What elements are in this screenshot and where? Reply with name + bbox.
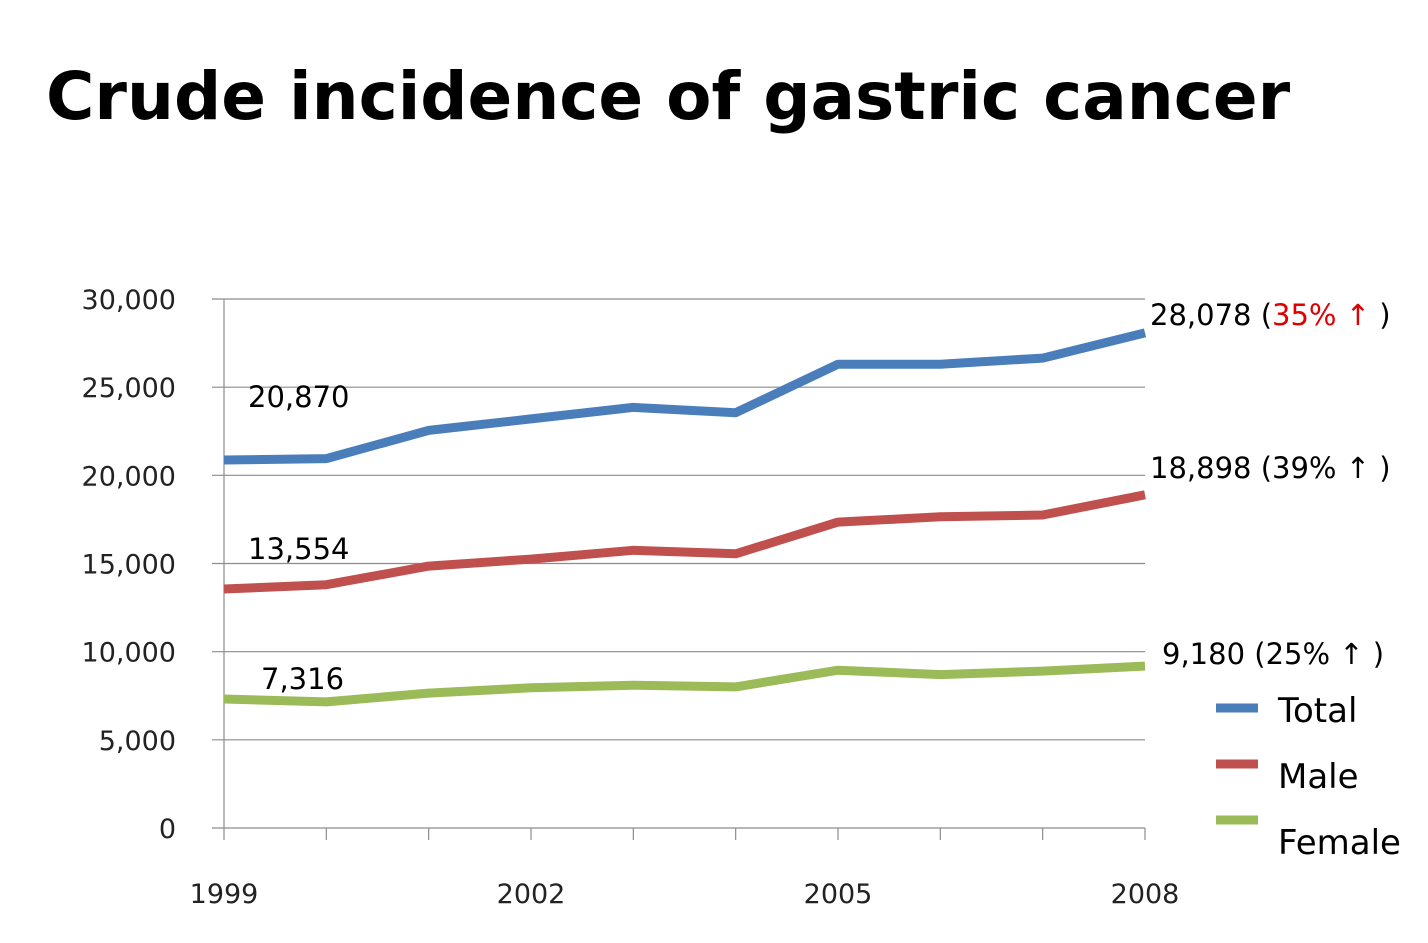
legend-label-total: Total bbox=[1277, 691, 1357, 731]
x-tick-label: 2005 bbox=[804, 879, 873, 910]
x-tick-label: 2002 bbox=[497, 879, 566, 910]
x-tick-label: 2008 bbox=[1111, 879, 1180, 910]
y-tick-label: 15,000 bbox=[82, 550, 176, 581]
series-lines bbox=[223, 328, 1147, 707]
legend: Total Male Female bbox=[1216, 691, 1401, 863]
series-line-female bbox=[223, 661, 1146, 707]
y-tick-label: 30,000 bbox=[82, 285, 176, 316]
grid-lines bbox=[212, 298, 1145, 741]
end-label-total: 28,078 (35% ↑ ) bbox=[1150, 298, 1391, 332]
y-tick-label: 10,000 bbox=[82, 638, 176, 669]
y-tick-label: 25,000 bbox=[82, 373, 176, 404]
y-tick-label: 5,000 bbox=[99, 726, 176, 757]
series-line-total bbox=[223, 328, 1147, 465]
page-title: Crude incidence of gastric cancer bbox=[46, 58, 1291, 135]
start-label-male: 13,554 bbox=[248, 532, 349, 566]
start-label-female: 7,316 bbox=[261, 662, 344, 696]
y-tick-label: 20,000 bbox=[82, 461, 176, 492]
x-tick-label: 1999 bbox=[190, 879, 259, 910]
y-tick-label: 0 bbox=[159, 814, 176, 845]
end-label-male: 18,898 (39% ↑ ) bbox=[1150, 451, 1391, 485]
axes bbox=[212, 299, 1146, 840]
end-label-female: 9,180 (25% ↑ ) bbox=[1162, 637, 1384, 671]
data-labels: 20,870 13,554 7,316 28,078 (35% ↑ ) 18,898 (… bbox=[248, 298, 1391, 696]
legend-label-female: Female bbox=[1278, 823, 1401, 863]
tick-labels: 0 5,000 10,000 15,000 20,000 25,000 30,000 1999… bbox=[82, 285, 1180, 910]
series-line-male bbox=[223, 490, 1146, 594]
start-label-total: 20,870 bbox=[248, 380, 349, 414]
legend-label-male: Male bbox=[1278, 757, 1359, 797]
